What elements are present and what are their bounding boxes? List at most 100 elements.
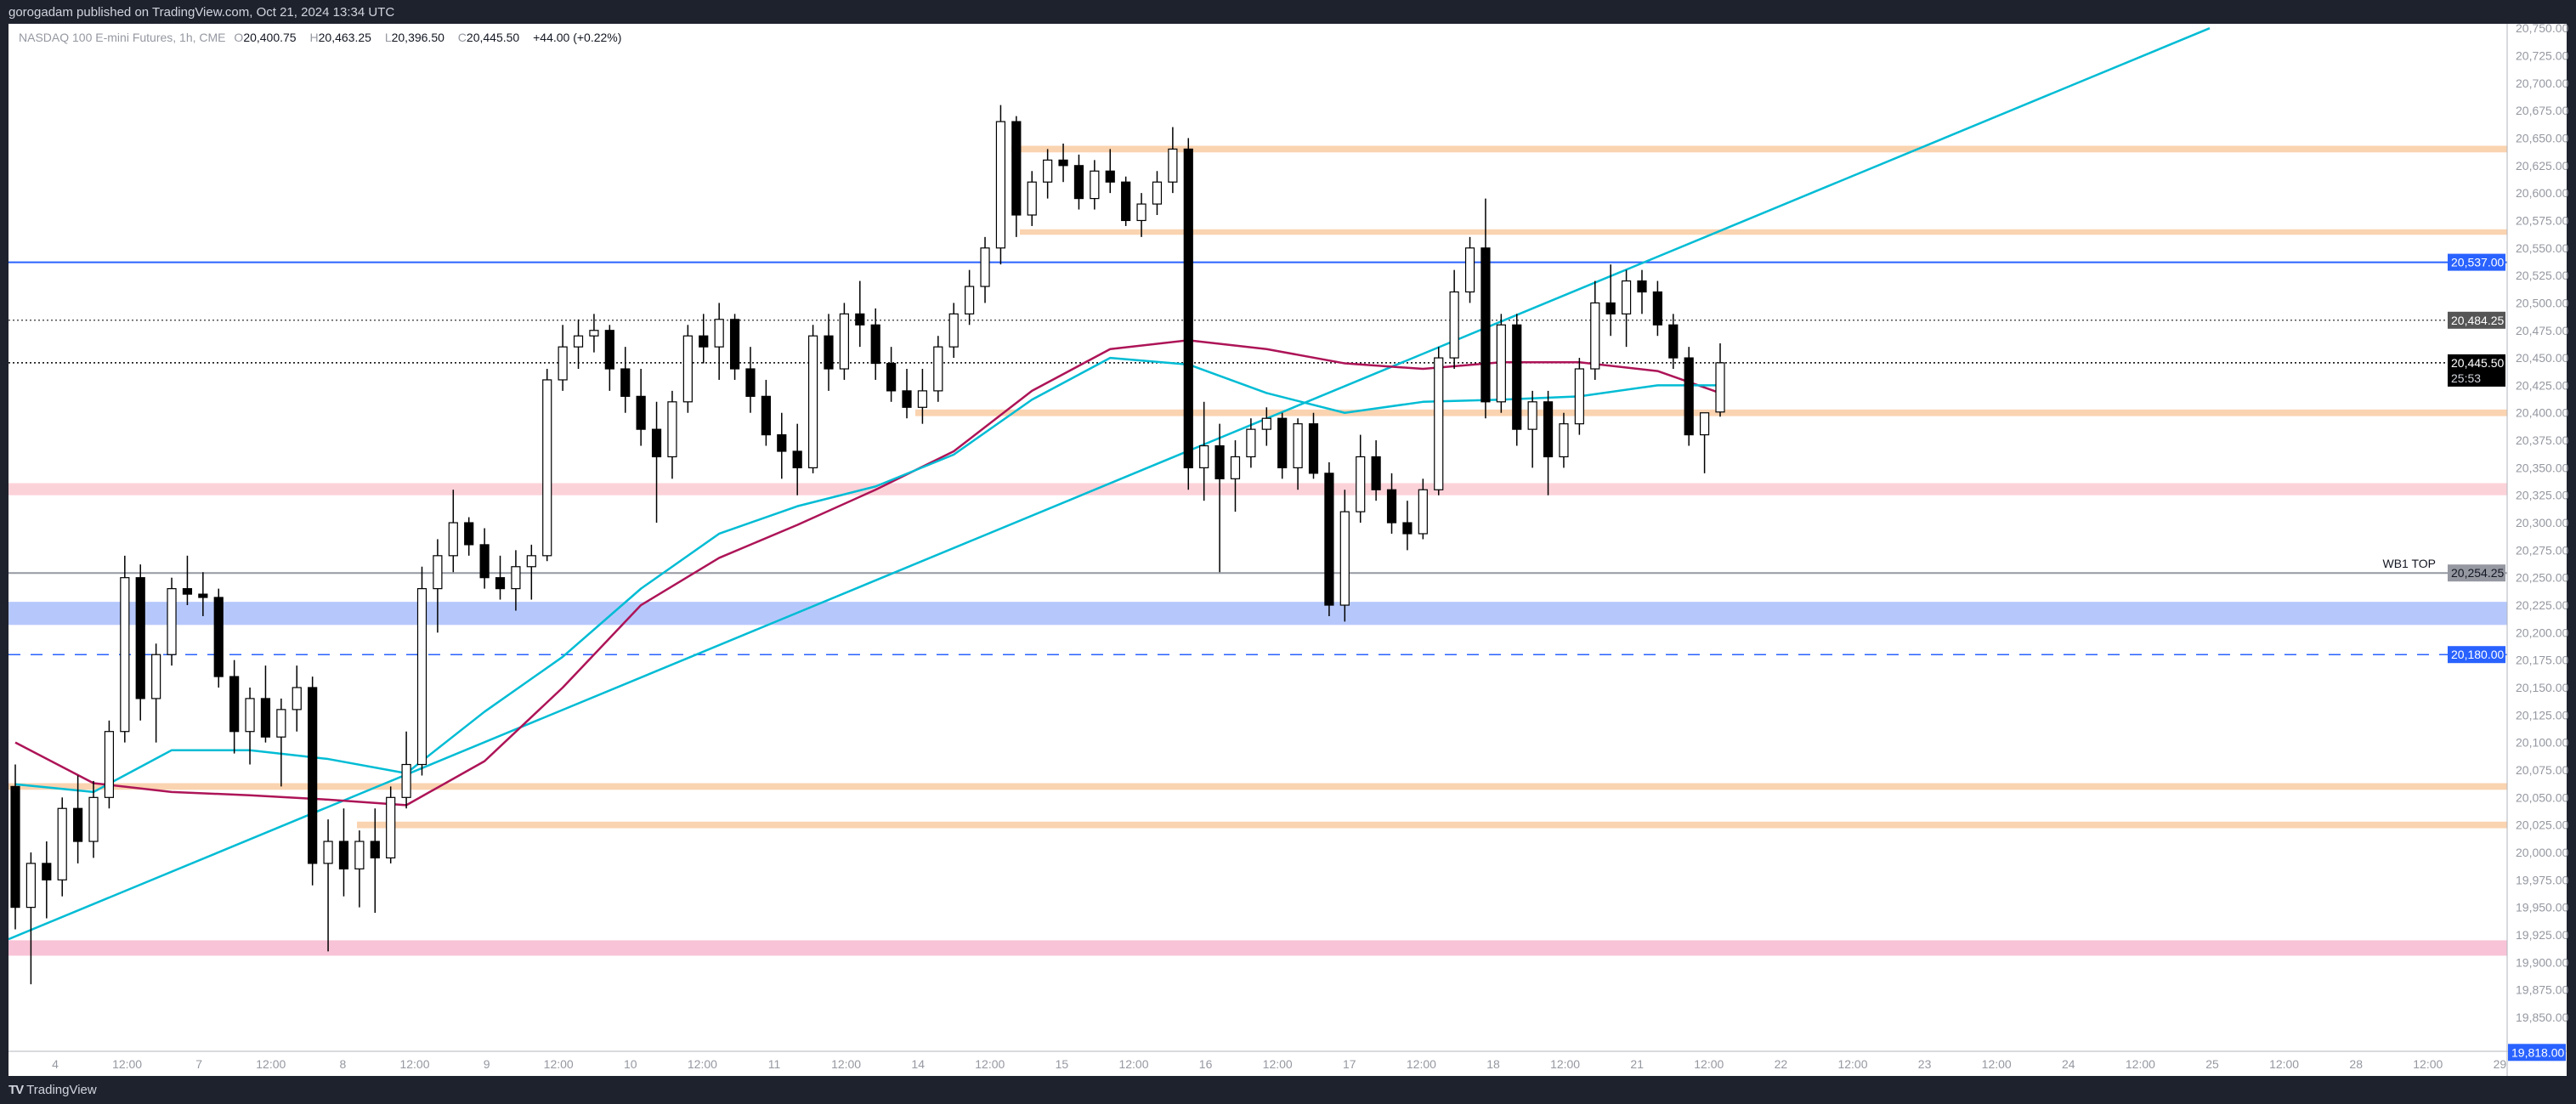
price-tick-label: 20,350.00: [2516, 461, 2568, 474]
candle-body: [308, 687, 318, 864]
candle: [1168, 127, 1178, 194]
tradingview-logo-icon[interactable]: TV: [8, 1083, 24, 1097]
open-label: O: [234, 31, 244, 44]
candle-body: [1308, 423, 1319, 474]
price-tick-label: 20,150.00: [2516, 681, 2568, 694]
candle: [1449, 269, 1459, 370]
candle-body: [88, 796, 99, 842]
candle: [745, 347, 756, 413]
price-tag-bg: [2448, 354, 2505, 387]
price-tag-bg: [2448, 311, 2505, 329]
time-tick-label: 15: [1056, 1057, 1069, 1071]
candle: [573, 319, 584, 370]
candle: [729, 314, 740, 380]
time-tick-label: 28: [2349, 1057, 2363, 1071]
time-tick-label: 12:00: [1982, 1057, 2012, 1071]
candle-body: [416, 588, 427, 766]
candle: [1496, 314, 1506, 413]
level-band: [8, 940, 2507, 956]
candle-body: [1356, 456, 1366, 512]
chart-panel[interactable]: [8, 24, 2567, 1076]
price-tick-label: 20,675.00: [2516, 104, 2568, 117]
candle-body: [120, 577, 130, 733]
candle-body: [323, 841, 333, 864]
candle-body: [135, 577, 145, 699]
candle-body: [1199, 444, 1209, 468]
candle-body: [1605, 302, 1616, 314]
candle-body: [1230, 456, 1241, 479]
candle: [636, 369, 646, 446]
candle-body: [1011, 121, 1022, 216]
candle: [448, 490, 458, 573]
candle: [25, 852, 37, 985]
candle: [1324, 461, 1334, 616]
time-tick-label: 12:00: [1550, 1057, 1580, 1071]
time-tick-label: 11: [768, 1057, 781, 1071]
candle-body: [558, 346, 568, 381]
candle: [511, 550, 521, 611]
price-tick-label: 19,850.00: [2516, 1011, 2568, 1024]
candle: [354, 830, 365, 908]
candle: [1652, 280, 1662, 337]
candle: [42, 841, 52, 919]
time-tick-label: 12:00: [1837, 1057, 1867, 1071]
candle: [558, 325, 568, 391]
candle: [824, 314, 834, 391]
candle-body: [667, 401, 677, 458]
candle-body: [1668, 324, 1679, 359]
candle-body: [25, 863, 37, 909]
candle: [1058, 143, 1068, 183]
price-tick-label: 19,875.00: [2516, 983, 2568, 997]
time-tick-label: 12:00: [399, 1057, 429, 1071]
candle: [980, 236, 990, 303]
price-tick-label: 20,700.00: [2516, 76, 2568, 90]
brand-name[interactable]: TradingView: [26, 1083, 97, 1097]
candle: [870, 308, 880, 380]
candle-body: [636, 395, 646, 430]
level-band: [8, 483, 2507, 495]
candle: [1590, 280, 1600, 380]
candle-body: [792, 450, 802, 468]
price-tag-text: 20,254.25: [2451, 566, 2504, 580]
candle-body: [229, 676, 240, 733]
level-band: [8, 783, 2507, 790]
candle-body: [729, 319, 740, 370]
candle: [1527, 390, 1537, 468]
candle: [57, 797, 67, 897]
time-tick-label: 12:00: [1118, 1057, 1148, 1071]
symbol-name[interactable]: NASDAQ 100 E-mini Futures, 1h, CME: [19, 31, 226, 44]
candle: [135, 564, 145, 721]
candle-body: [1402, 522, 1413, 535]
time-tick-label: 14: [911, 1057, 925, 1071]
candle: [1121, 176, 1131, 226]
candle-body: [965, 286, 975, 314]
time-tick-label: 21: [1630, 1057, 1644, 1071]
time-tick-label: 12:00: [2413, 1057, 2443, 1071]
candle-body: [870, 324, 880, 365]
price-tick-label: 20,750.00: [2516, 21, 2568, 35]
candle-body: [1121, 181, 1131, 222]
candle-body: [1574, 368, 1584, 425]
price-tick-label: 20,725.00: [2516, 48, 2568, 62]
candle: [1480, 198, 1491, 419]
candle-body: [589, 330, 599, 337]
candle-body: [948, 313, 959, 348]
candle: [1684, 347, 1694, 446]
candle-body: [761, 395, 771, 436]
candle: [1152, 171, 1163, 215]
candle-body: [1464, 247, 1475, 293]
time-tick-label: 7: [195, 1057, 202, 1071]
candle-body: [1105, 170, 1115, 183]
candle-body: [198, 593, 208, 598]
price-tag-text: 20,537.00: [2451, 256, 2504, 269]
candle-body: [260, 698, 271, 738]
price-tick-label: 20,275.00: [2516, 543, 2568, 557]
candle-body: [1293, 423, 1303, 468]
price-tick-label: 20,175.00: [2516, 654, 2568, 667]
level-band: [8, 602, 2507, 626]
price-tag: 20,484.25: [2448, 311, 2505, 329]
time-tick-label: 17: [1343, 1057, 1356, 1071]
candle: [1293, 418, 1303, 490]
change-value: +44.00 (+0.22%): [533, 31, 622, 44]
